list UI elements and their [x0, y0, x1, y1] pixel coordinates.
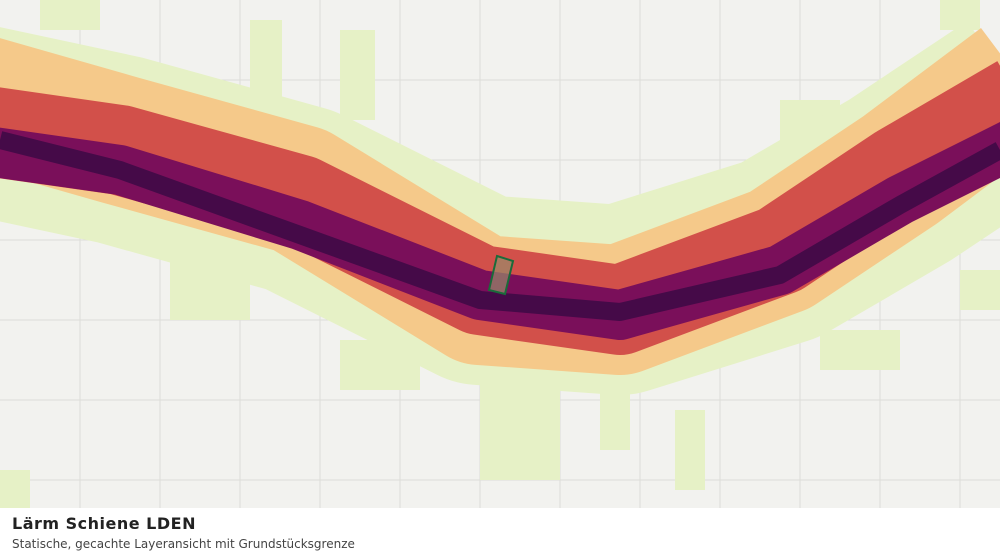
caption: Lärm Schiene LDEN Statische, gecachte La…	[0, 508, 1000, 560]
map	[0, 0, 1000, 508]
noise-zone-75	[0, 131, 1000, 321]
map-title: Lärm Schiene LDEN	[12, 514, 196, 533]
map-subtitle: Statische, gecachte Layeransicht mit Gru…	[12, 537, 355, 551]
parcel-boundary	[487, 254, 515, 296]
